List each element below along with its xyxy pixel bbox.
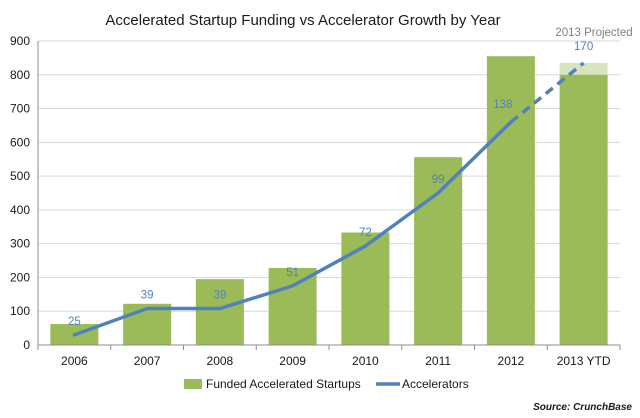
- line-data-label: 72: [359, 227, 372, 239]
- line-data-label: 138: [493, 99, 512, 111]
- x-tick-label: 2009: [279, 354, 306, 368]
- legend-swatch-bars: [184, 379, 202, 389]
- line-series: 25 39 39 51 72 99 138 170 2013 Projected: [68, 27, 633, 337]
- source-note: Source: CrunchBase: [533, 402, 632, 413]
- y-tick-label: 400: [10, 203, 30, 217]
- legend-label-line: Accelerators: [402, 377, 469, 391]
- line-data-label: 99: [432, 174, 445, 186]
- x-tick-label: 2012: [498, 354, 525, 368]
- bar-projected: [559, 62, 608, 75]
- y-tick-label: 100: [10, 304, 30, 318]
- line-data-label: 39: [141, 290, 154, 302]
- y-tick-label: 600: [10, 135, 30, 149]
- y-tick-label: 800: [10, 68, 30, 82]
- x-tick-label: 2006: [61, 354, 88, 368]
- bar: [268, 267, 317, 345]
- bar: [123, 303, 172, 345]
- x-tick-label: 2011: [425, 354, 451, 368]
- y-tick-label: 200: [10, 270, 30, 284]
- accelerators-line-projected: [509, 61, 585, 124]
- line-data-label: 25: [68, 316, 81, 328]
- x-tick-label: 2013 YTD: [557, 354, 611, 368]
- line-data-label: 39: [213, 290, 226, 302]
- bar-series: [50, 56, 608, 346]
- axes: 0 100 200 300 400 500 600 700 800 900 2006 2007 2008…: [10, 34, 621, 368]
- y-tick-label: 900: [10, 34, 30, 48]
- bar: [486, 56, 535, 345]
- legend: Funded Accelerated Startups Accelerators: [184, 377, 469, 391]
- accelerators-line: [72, 120, 513, 337]
- bar: [195, 279, 244, 345]
- line-data-label: 170: [574, 41, 593, 53]
- x-tick-label: 2008: [207, 354, 234, 368]
- bar: [414, 157, 463, 345]
- bar: [341, 232, 390, 345]
- y-tick-label: 0: [23, 338, 30, 352]
- projection-label: 2013 Projected: [555, 27, 632, 39]
- line-data-label: 51: [286, 267, 299, 279]
- x-tick-label: 2007: [134, 354, 161, 368]
- y-tick-label: 300: [10, 237, 30, 251]
- x-tick-label: 2010: [352, 354, 379, 368]
- bar: [559, 74, 608, 346]
- y-tick-label: 500: [10, 169, 30, 183]
- legend-label-bars: Funded Accelerated Startups: [206, 377, 361, 391]
- y-tick-label: 700: [10, 102, 30, 116]
- gridlines: [38, 40, 620, 312]
- chart-title: Accelerated Startup Funding vs Accelerat…: [105, 12, 500, 29]
